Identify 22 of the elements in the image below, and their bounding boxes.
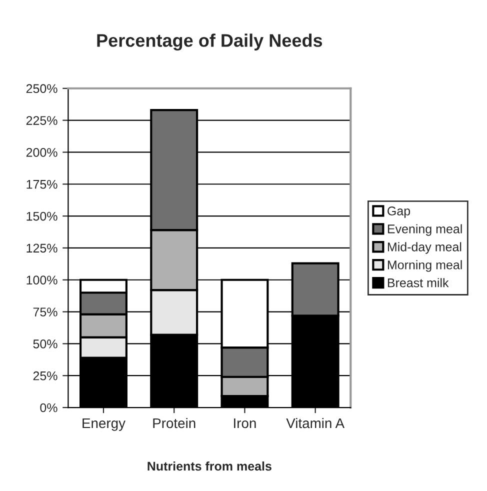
chart-title: Percentage of Daily Needs xyxy=(97,34,322,51)
y-tick-label: 175% xyxy=(26,180,58,189)
legend-label: Breast milk xyxy=(388,278,449,288)
x-tick-label: Vitamin A xyxy=(286,418,345,428)
y-tick-label: 225% xyxy=(26,116,58,125)
y-tick-label: 100% xyxy=(26,276,58,285)
legend-label: Evening meal xyxy=(388,224,462,236)
y-tick-label: 25% xyxy=(33,371,58,380)
legend-label: Gap xyxy=(388,206,410,218)
y-tick-label: 150% xyxy=(26,212,58,221)
y-tick-label: 75% xyxy=(33,308,58,316)
x-tick-label: Protein xyxy=(153,418,196,428)
x-axis-title: Nutrients from meals xyxy=(148,461,272,471)
y-tick-label: 250% xyxy=(26,84,58,94)
y-tick-label: 50% xyxy=(33,340,58,348)
legend-label: Morning meal xyxy=(388,260,462,272)
legend-label: Mid-day meal xyxy=(388,242,462,254)
x-tick-label: Iron xyxy=(234,418,256,428)
x-tick-label: Energy xyxy=(82,418,126,431)
y-tick-label: 200% xyxy=(26,148,58,157)
y-tick-label: 125% xyxy=(26,244,58,253)
y-tick-label: 0% xyxy=(40,403,58,412)
